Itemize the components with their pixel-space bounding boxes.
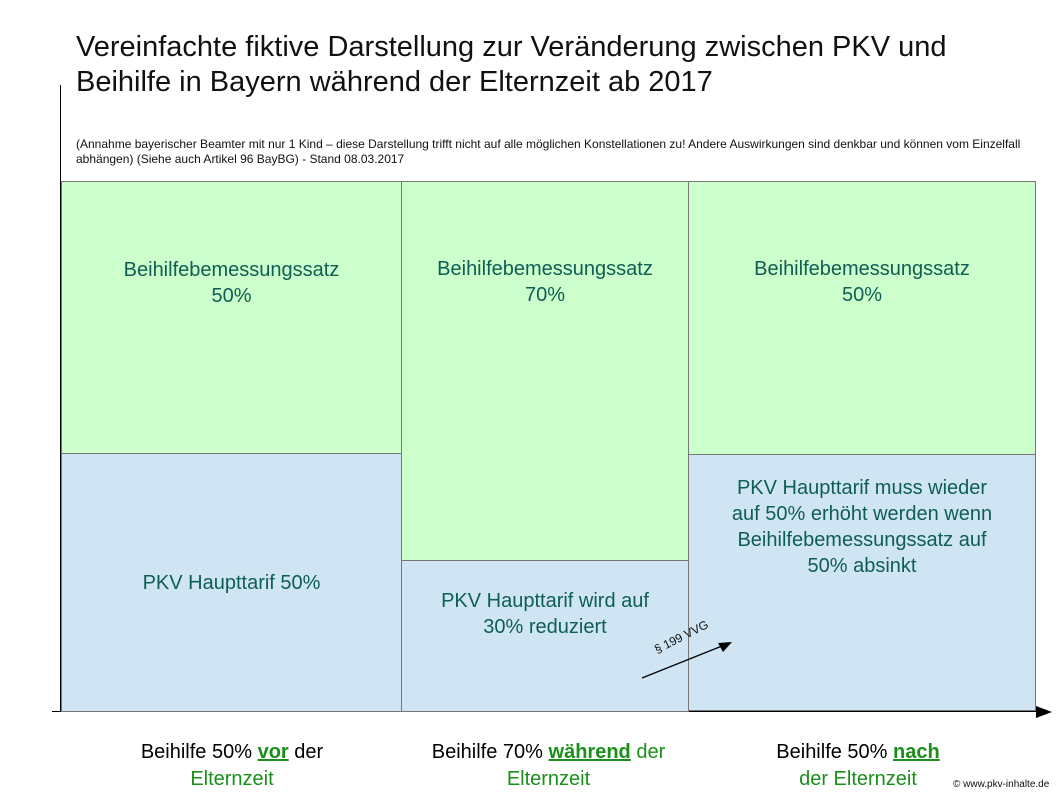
label-keyword: während <box>548 741 631 763</box>
beihilfe-box-waehrend: Beihilfebemessungssatz 70% <box>401 181 689 561</box>
label-middle: der <box>636 741 666 763</box>
beihilfe-label: Beihilfebemessungssatz <box>123 259 340 281</box>
pkv-label: PKV Haupttarif 50% <box>142 571 321 594</box>
pkv-label: PKV Haupttarif wird auf 30% reduziert <box>441 590 649 638</box>
label-prefix: Beihilfe 50% <box>140 741 253 763</box>
column-label-waehrend: Beihilfe 70% während der Elternzeit <box>396 739 701 793</box>
beihilfe-label: Beihilfebemessungssatz <box>437 258 653 280</box>
label-middle: der <box>294 741 324 763</box>
pkv-box-nach: PKV Haupttarif muss wieder auf 50% erhöh… <box>688 454 1036 711</box>
label-suffix: Elternzeit <box>506 768 591 790</box>
pkv-label: PKV Haupttarif muss wieder auf 50% erhöh… <box>731 477 993 577</box>
assumption-note: (Annahme bayerischer Beamter mit nur 1 K… <box>76 137 1021 166</box>
beihilfe-box-nach: Beihilfebemessungssatz 50% <box>688 181 1036 455</box>
beihilfe-label: Beihilfebemessungssatz <box>754 258 970 280</box>
column-label-vor: Beihilfe 50% vor der Elternzeit <box>82 739 382 793</box>
label-prefix: Beihilfe 50% <box>776 741 888 763</box>
copyright-notice: © www.pkv-inhalte.de <box>953 779 1050 790</box>
beihilfe-percent: 70% <box>524 284 566 306</box>
label-keyword: nach <box>893 741 940 763</box>
label-suffix: der Elternzeit <box>799 768 917 790</box>
column-label-nach: Beihilfe 50% nach der Elternzeit <box>712 739 1004 793</box>
page-title: Vereinfachte fiktive Darstellung zur Ver… <box>76 31 947 98</box>
label-suffix: Elternzeit <box>190 768 274 790</box>
label-keyword: vor <box>257 741 289 763</box>
beihilfe-percent: 50% <box>211 285 252 307</box>
label-prefix: Beihilfe 70% <box>431 741 543 763</box>
law-arrow <box>641 642 732 679</box>
beihilfe-box-vor: Beihilfebemessungssatz 50% <box>61 181 402 454</box>
pkv-box-waehrend: PKV Haupttarif wird auf 30% reduziert <box>401 560 689 712</box>
x-axis-arrowhead <box>1036 706 1052 718</box>
pkv-box-vor: PKV Haupttarif 50% <box>61 453 402 712</box>
beihilfe-percent: 50% <box>841 284 883 306</box>
y-axis-line <box>60 85 61 712</box>
